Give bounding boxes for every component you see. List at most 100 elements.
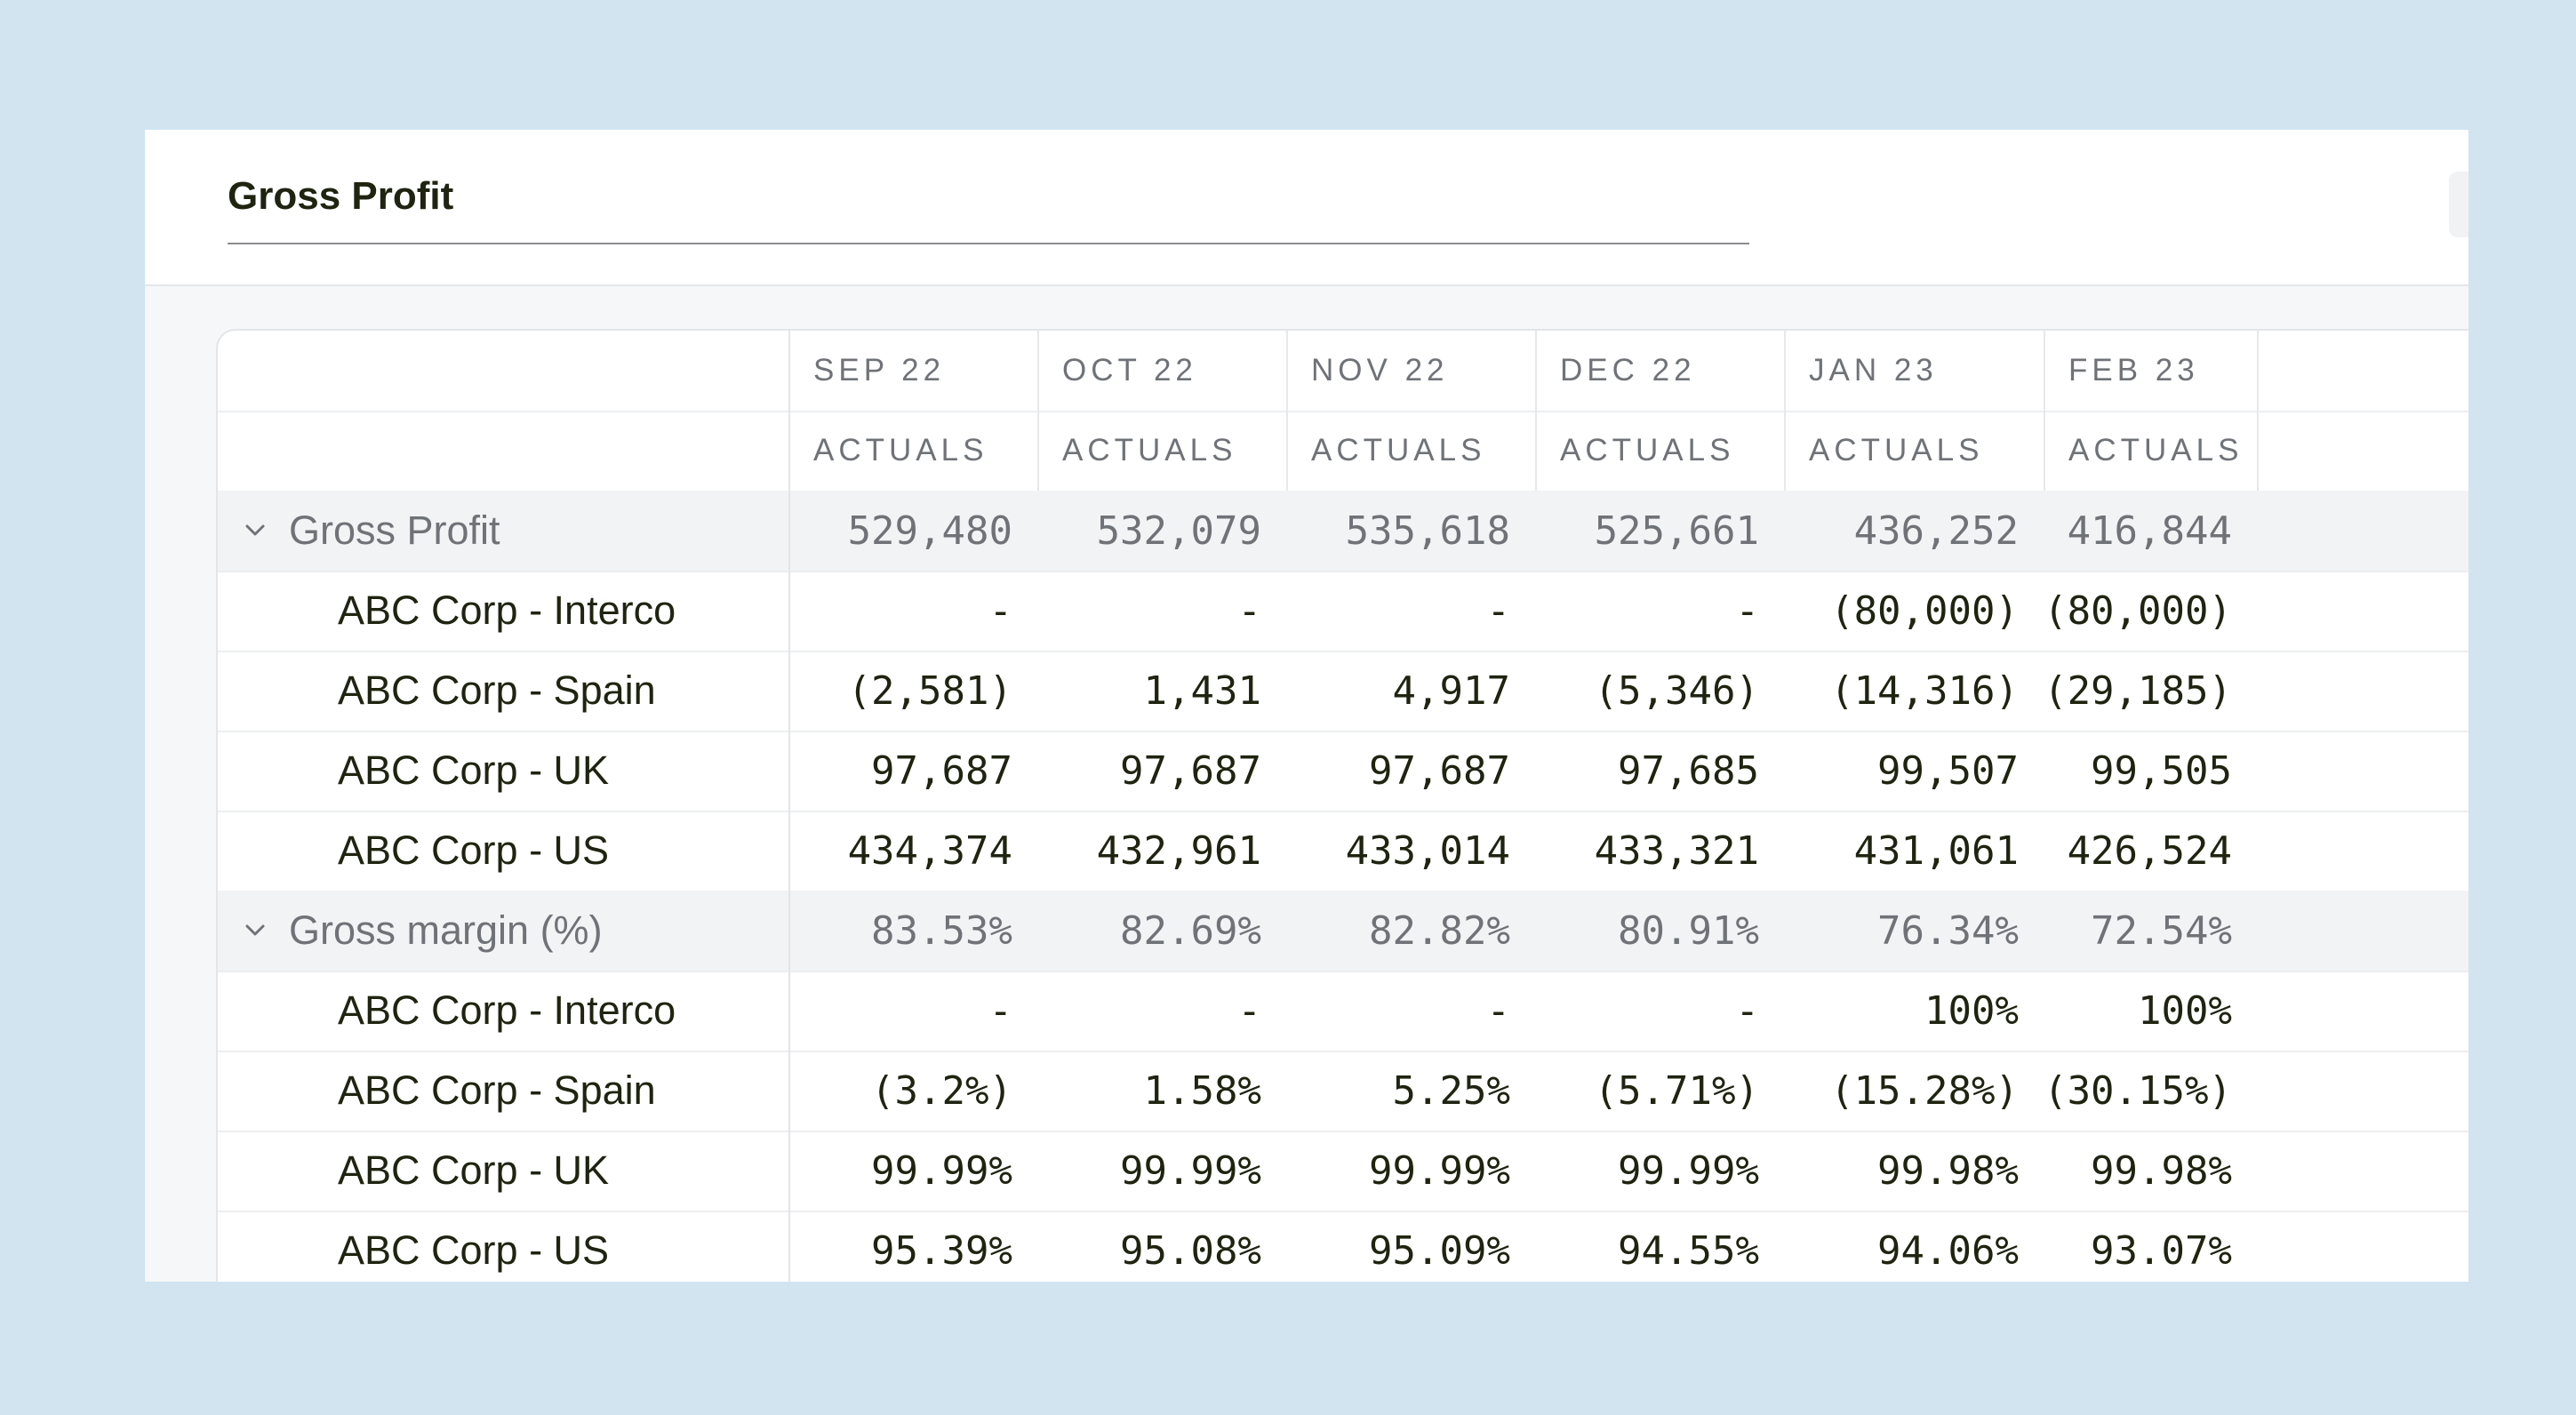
chevron-down-icon[interactable]: [237, 513, 273, 548]
table-row[interactable]: ABC Corp - UK 99.99% 99.99% 99.99% 99.99% 99.…: [218, 1131, 2468, 1212]
column-header-period[interactable]: NOV 22: [1286, 331, 1537, 411]
title-underline: [228, 243, 1749, 244]
table-row[interactable]: ABC Corp - Interco - - - - 100% 100%: [218, 971, 2468, 1052]
value-cell[interactable]: 433,014: [1345, 827, 1510, 874]
value-cell[interactable]: 95.39%: [871, 1227, 1012, 1274]
column-header-type[interactable]: ACTUALS: [1535, 411, 1786, 491]
column-header-period[interactable]: DEC 22: [1535, 331, 1786, 411]
table-row[interactable]: ABC Corp - UK 97,687 97,687 97,687 97,685 99,…: [218, 731, 2468, 812]
value-cell[interactable]: 4,917: [1392, 668, 1510, 714]
value-cell[interactable]: 83.53%: [871, 907, 1012, 954]
chevron-down-icon[interactable]: [237, 913, 273, 948]
value-cell[interactable]: 99.98%: [1877, 1147, 2019, 1194]
value-cell[interactable]: 99.99%: [1369, 1147, 1510, 1194]
value-cell[interactable]: -: [988, 987, 1013, 1034]
value-cell[interactable]: 436,252: [1853, 508, 2019, 554]
value-cell[interactable]: 97,685: [1618, 747, 1759, 794]
value-cell[interactable]: 1,431: [1143, 668, 1261, 714]
value-cell[interactable]: 95.08%: [1120, 1227, 1261, 1274]
value-cell[interactable]: (14,316): [1830, 668, 2019, 714]
value-cell[interactable]: (3.2%): [871, 1067, 1012, 1114]
value-cell[interactable]: 93.07%: [2091, 1227, 2232, 1274]
row-label: ABC Corp - Spain: [338, 1067, 656, 1113]
column-header-period[interactable]: FEB 23: [2044, 331, 2259, 411]
value-cell[interactable]: 99.98%: [2091, 1147, 2232, 1194]
report-window: Gross Profit SEP 22 OCT 22 NOV 22 DEC 22 JAN…: [145, 130, 2468, 1282]
header-toolbar-button[interactable]: [2449, 172, 2468, 237]
column-header-type[interactable]: ACTUALS: [2044, 411, 2259, 491]
group-row[interactable]: Gross Profit 529,480 532,079 535,618 525,661…: [218, 491, 2468, 572]
column-header-period[interactable]: SEP 22: [788, 331, 1039, 411]
value-cell[interactable]: (80,000): [2044, 588, 2232, 634]
value-cell[interactable]: (80,000): [1830, 588, 2019, 634]
column-header-type[interactable]: ACTUALS: [1037, 411, 1288, 491]
row-label-cell: Gross margin (%): [218, 891, 790, 971]
row-label-cell: ABC Corp - Interco: [218, 971, 790, 1051]
group-row-label: Gross Profit: [289, 508, 500, 553]
table-row[interactable]: ABC Corp - US 95.39% 95.08% 95.09% 94.55% 94.…: [218, 1211, 2468, 1282]
report-title-input[interactable]: Gross Profit: [228, 174, 454, 218]
row-label: ABC Corp - Interco: [338, 588, 676, 633]
row-label: ABC Corp - UK: [338, 747, 610, 793]
value-cell[interactable]: 529,480: [847, 508, 1012, 554]
value-cell[interactable]: 99.99%: [871, 1147, 1012, 1194]
value-cell[interactable]: 82.82%: [1369, 907, 1510, 954]
row-label: ABC Corp - US: [338, 1227, 610, 1273]
value-cell[interactable]: -: [1237, 588, 1262, 634]
value-cell[interactable]: 82.69%: [1120, 907, 1261, 954]
value-cell[interactable]: -: [988, 588, 1013, 634]
header-row-period: SEP 22 OCT 22 NOV 22 DEC 22 JAN 23 FEB 23: [218, 331, 2468, 412]
value-cell[interactable]: 426,524: [2067, 827, 2232, 874]
value-cell[interactable]: 433,321: [1594, 827, 1759, 874]
value-cell[interactable]: 431,061: [1853, 827, 2019, 874]
value-cell[interactable]: (15.28%): [1830, 1067, 2019, 1114]
value-cell[interactable]: 432,961: [1096, 827, 1261, 874]
value-cell[interactable]: 97,687: [1120, 747, 1261, 794]
value-cell[interactable]: -: [1735, 588, 1760, 634]
column-header-period[interactable]: OCT 22: [1037, 331, 1288, 411]
value-cell[interactable]: 99.99%: [1618, 1147, 1759, 1194]
value-cell[interactable]: -: [1486, 588, 1511, 634]
table-row[interactable]: ABC Corp - Spain (3.2%) 1.58% 5.25% (5.71%) (…: [218, 1051, 2468, 1132]
value-cell[interactable]: (2,581): [847, 668, 1012, 714]
value-cell[interactable]: 532,079: [1096, 508, 1261, 554]
report-header: Gross Profit: [145, 130, 2468, 286]
group-row[interactable]: Gross margin (%) 83.53% 82.69% 82.82% 80.91%…: [218, 891, 2468, 972]
value-cell[interactable]: 100%: [2138, 987, 2232, 1034]
value-cell[interactable]: (5.71%): [1594, 1067, 1759, 1114]
value-cell[interactable]: 97,687: [871, 747, 1012, 794]
column-header-type[interactable]: ACTUALS: [1286, 411, 1537, 491]
row-label-cell: ABC Corp - Spain: [218, 1051, 790, 1131]
value-cell[interactable]: 535,618: [1345, 508, 1510, 554]
value-cell[interactable]: 1.58%: [1143, 1067, 1261, 1114]
value-cell[interactable]: 525,661: [1594, 508, 1759, 554]
value-cell[interactable]: 99.99%: [1120, 1147, 1261, 1194]
value-cell[interactable]: (30.15%): [2044, 1067, 2232, 1114]
value-cell[interactable]: 76.34%: [1877, 907, 2019, 954]
table-row[interactable]: ABC Corp - US 434,374 432,961 433,014 433,32…: [218, 811, 2468, 892]
value-cell[interactable]: 72.54%: [2091, 907, 2232, 954]
value-cell[interactable]: 416,844: [2067, 508, 2232, 554]
value-cell[interactable]: -: [1486, 987, 1511, 1034]
value-cell[interactable]: 434,374: [847, 827, 1012, 874]
value-cell[interactable]: 80.91%: [1618, 907, 1759, 954]
value-cell[interactable]: 100%: [1924, 987, 2019, 1034]
column-header-period[interactable]: JAN 23: [1784, 331, 2045, 411]
value-cell[interactable]: 5.25%: [1392, 1067, 1510, 1114]
row-label-cell: ABC Corp - US: [218, 811, 790, 891]
value-cell[interactable]: (5,346): [1594, 668, 1759, 714]
value-cell[interactable]: 94.06%: [1877, 1227, 2019, 1274]
value-cell[interactable]: (29,185): [2044, 668, 2232, 714]
value-cell[interactable]: -: [1735, 987, 1760, 1034]
table-row[interactable]: ABC Corp - Spain (2,581) 1,431 4,917 (5,346)…: [218, 651, 2468, 732]
table-row[interactable]: ABC Corp - Interco - - - - (80,000) (80,000): [218, 571, 2468, 652]
value-cell[interactable]: 94.55%: [1618, 1227, 1759, 1274]
value-cell[interactable]: 99,505: [2091, 747, 2232, 794]
value-cell[interactable]: 99,507: [1877, 747, 2019, 794]
column-header-type[interactable]: ACTUALS: [1784, 411, 2045, 491]
row-label: ABC Corp - Interco: [338, 987, 676, 1033]
value-cell[interactable]: 97,687: [1369, 747, 1510, 794]
value-cell[interactable]: 95.09%: [1369, 1227, 1510, 1274]
value-cell[interactable]: -: [1237, 987, 1262, 1034]
column-header-type[interactable]: ACTUALS: [788, 411, 1039, 491]
